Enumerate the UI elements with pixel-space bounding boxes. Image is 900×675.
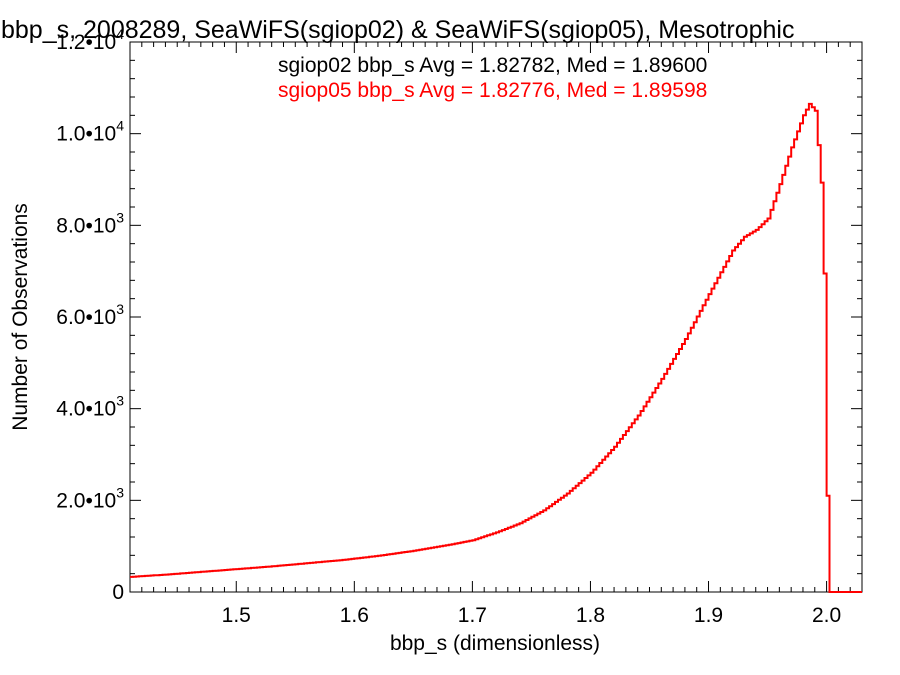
x-tick-label: 1.9 — [694, 604, 723, 627]
x-tick-label: 1.5 — [222, 604, 251, 627]
y-tick-label: 8.0•103 — [56, 209, 124, 237]
y-axis-ticks: 0 2.0•103 4.0•103 6.0•103 8.0•103 1.0•104 1.2•… — [56, 26, 862, 604]
y-tick-label: 0 — [112, 581, 124, 604]
y-tick-label: 1.0•104 — [56, 118, 124, 146]
plot-frame — [129, 41, 863, 593]
y-tick-label: 2.0•103 — [56, 484, 124, 512]
y-axis-label: Number of Observations — [9, 203, 32, 431]
y-tick-label: 6.0•103 — [56, 301, 124, 329]
x-axis-label: bbp_s (dimensionless) — [390, 632, 600, 655]
x-tick-label: 2.0 — [812, 604, 841, 627]
x-tick-label: 1.8 — [576, 604, 605, 627]
y-tick-label: 1.2•104 — [56, 26, 124, 54]
legend-entry-sgiop05: sgiop05 bbp_s Avg = 1.82776, Med = 1.895… — [278, 79, 707, 102]
x-axis-ticks: 1.5 1.6 1.7 1.8 1.9 2.0 — [129, 42, 863, 627]
series-line-0 — [130, 102, 862, 593]
series-layer — [130, 102, 862, 593]
x-tick-label: 1.7 — [458, 604, 487, 627]
chart-title: bbp_s, 2008289, SeaWiFS(sgiop02) & SeaWi… — [1, 16, 794, 44]
x-tick-label: 1.6 — [340, 604, 369, 627]
y-tick-label: 4.0•103 — [56, 393, 124, 421]
legend-entry-sgiop02: sgiop02 bbp_s Avg = 1.82782, Med = 1.896… — [278, 54, 707, 77]
